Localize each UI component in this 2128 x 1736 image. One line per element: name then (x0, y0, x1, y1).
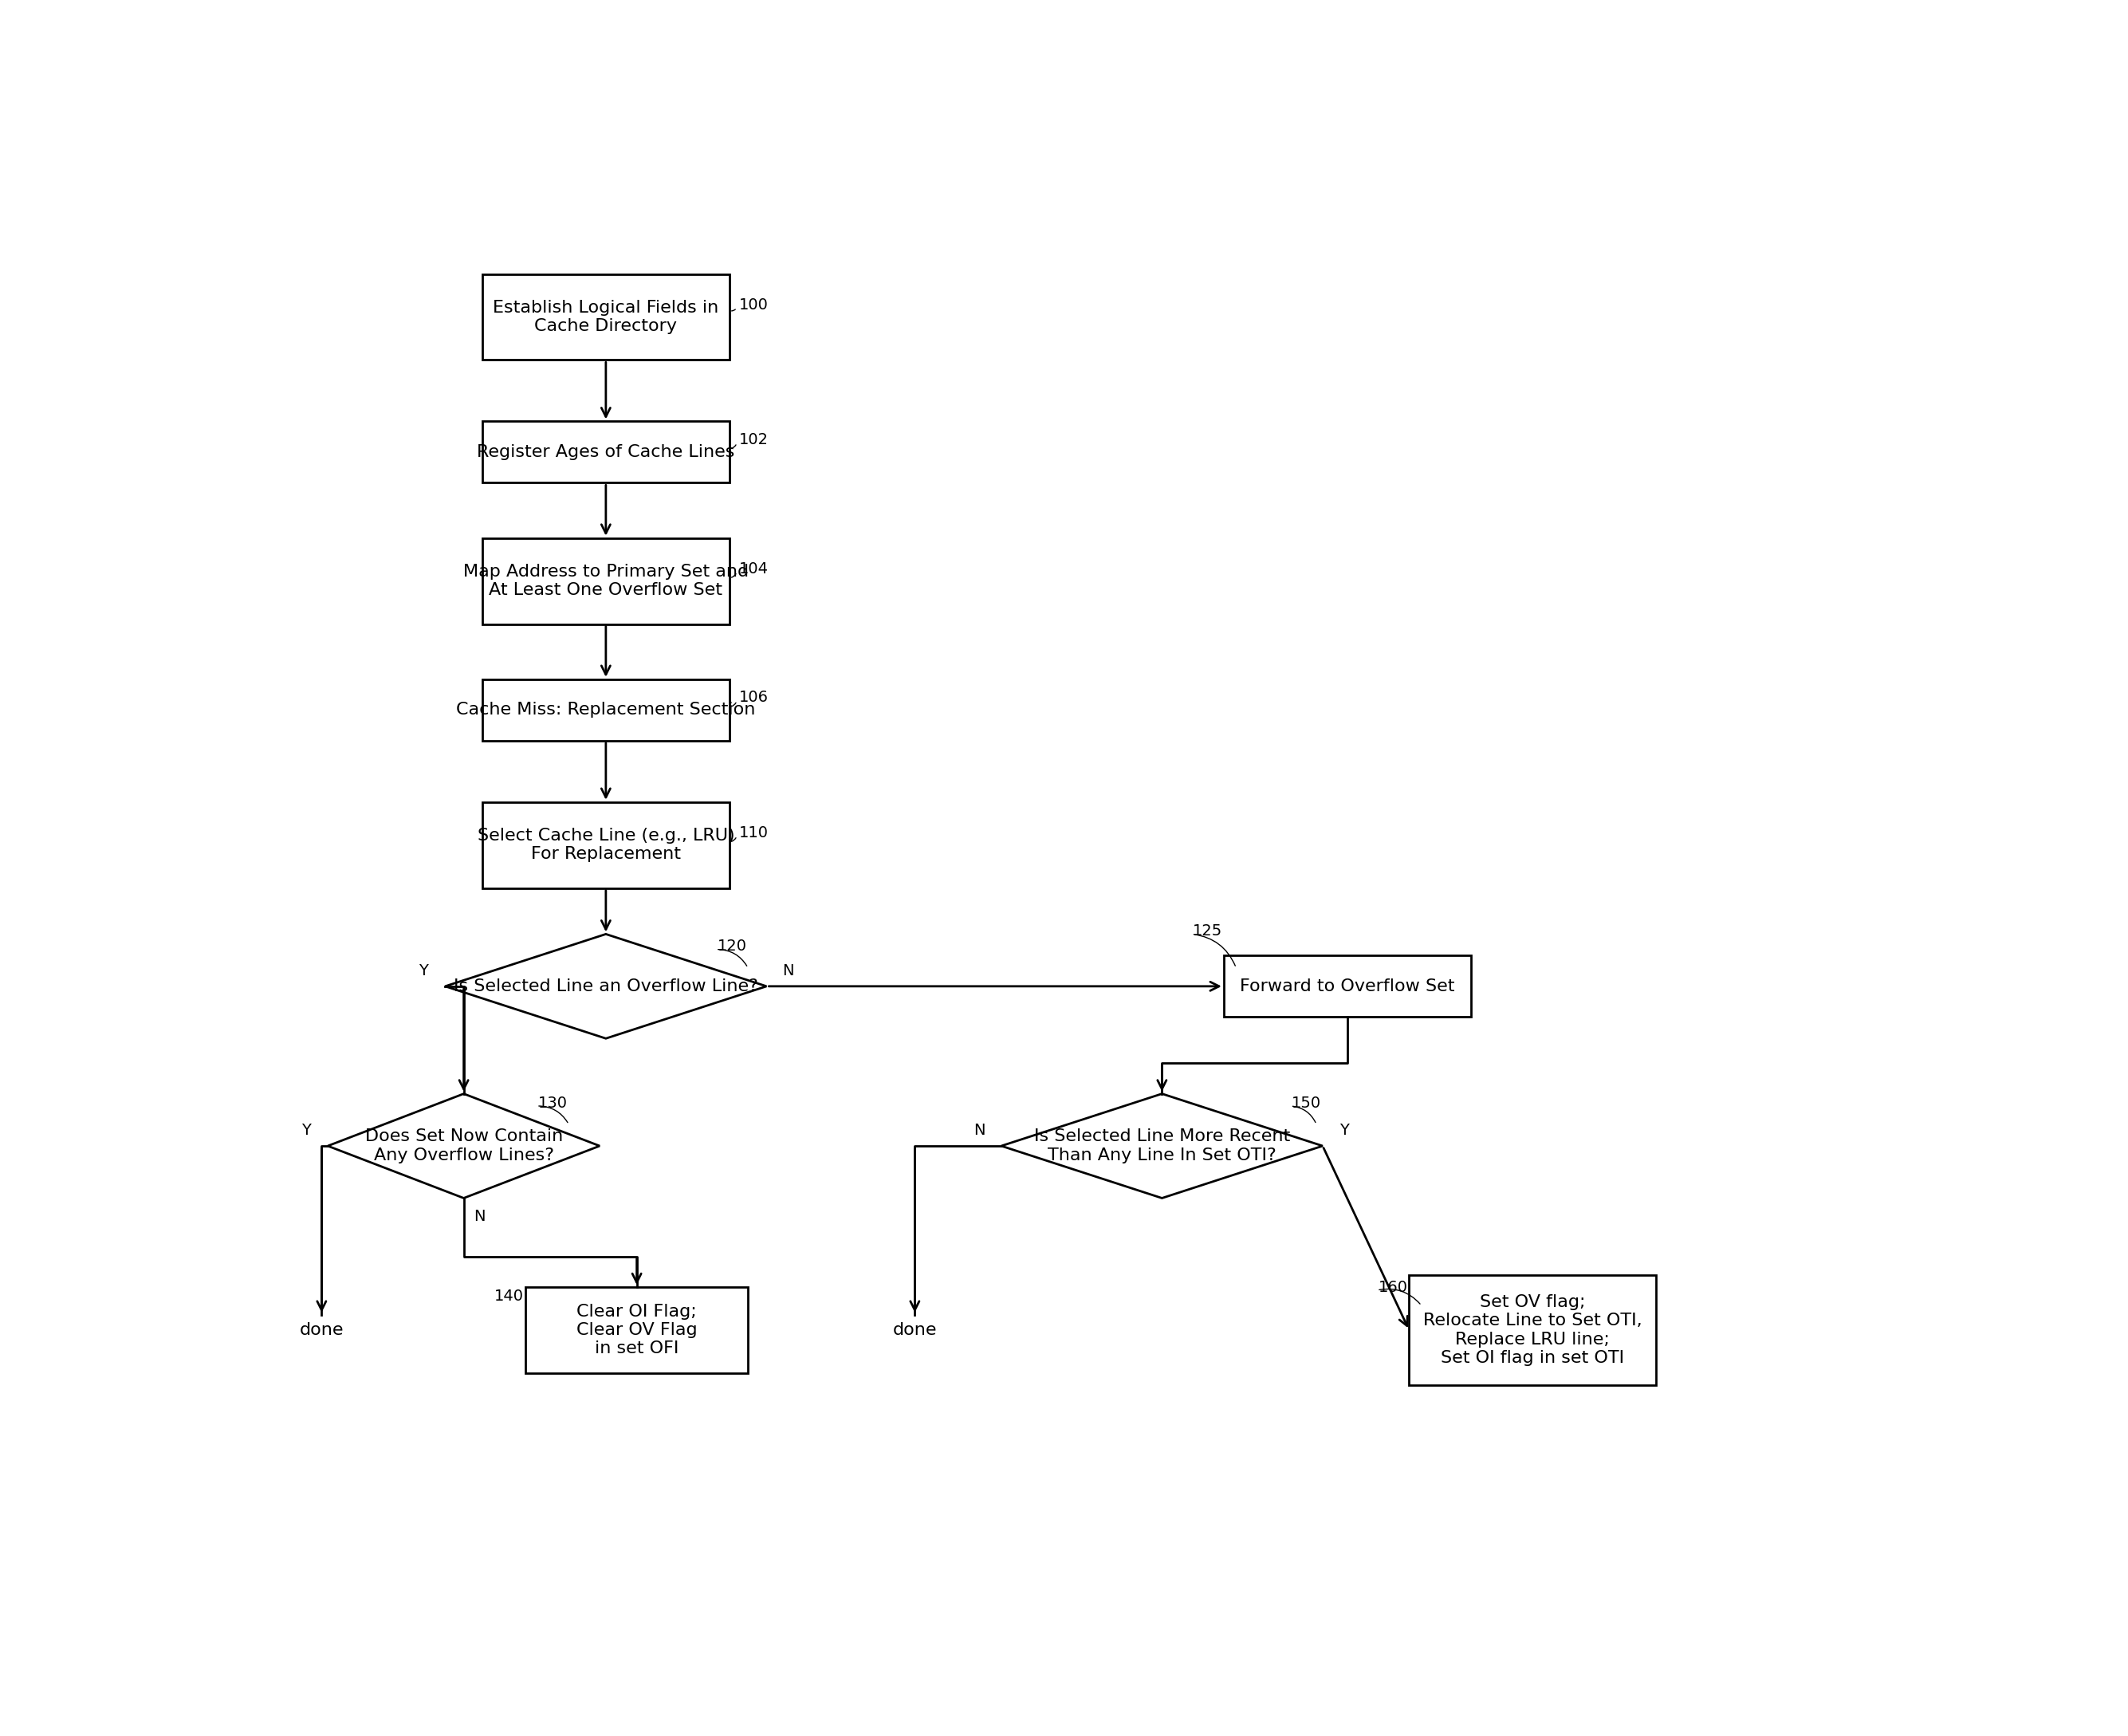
Text: 100: 100 (738, 297, 768, 312)
Text: 120: 120 (717, 939, 747, 955)
Text: 102: 102 (738, 432, 768, 448)
Bar (483, 538, 730, 623)
Text: Set OV flag;
Relocate Line to Set OTI,
Replace LRU line;
Set OI flag in set OTI: Set OV flag; Relocate Line to Set OTI, R… (1424, 1295, 1643, 1366)
Text: Y: Y (419, 963, 428, 979)
Text: done: done (892, 1323, 936, 1338)
Text: 160: 160 (1379, 1279, 1409, 1295)
Text: 106: 106 (738, 691, 768, 705)
Text: Forward to Overflow Set: Forward to Overflow Set (1241, 979, 1456, 995)
Text: Does Set Now Contain
Any Overflow Lines?: Does Set Now Contain Any Overflow Lines? (364, 1128, 562, 1163)
Polygon shape (328, 1094, 600, 1198)
Text: done: done (300, 1323, 345, 1338)
Text: 150: 150 (1292, 1095, 1321, 1111)
Text: Establish Logical Fields in
Cache Directory: Establish Logical Fields in Cache Direct… (494, 300, 719, 335)
Bar (526, 1286, 747, 1373)
Text: 130: 130 (538, 1095, 568, 1111)
Text: N: N (975, 1123, 985, 1139)
Text: Y: Y (302, 1123, 311, 1139)
Bar (483, 274, 730, 359)
Text: Is Selected Line More Recent
Than Any Line In Set OTI?: Is Selected Line More Recent Than Any Li… (1034, 1128, 1290, 1163)
Bar (483, 802, 730, 889)
Bar (483, 679, 730, 741)
Text: N: N (472, 1208, 485, 1224)
Text: Map Address to Primary Set and
At Least One Overflow Set: Map Address to Primary Set and At Least … (464, 564, 749, 599)
Text: Cache Miss: Replacement Section: Cache Miss: Replacement Section (455, 701, 755, 719)
Text: 110: 110 (738, 825, 768, 840)
Text: Clear OI Flag;
Clear OV Flag
in set OFI: Clear OI Flag; Clear OV Flag in set OFI (577, 1304, 698, 1356)
Text: Is Selected Line an Overflow Line?: Is Selected Line an Overflow Line? (453, 979, 758, 995)
Text: N: N (783, 963, 794, 979)
Text: 104: 104 (738, 561, 768, 576)
Text: 125: 125 (1194, 924, 1224, 939)
Bar (483, 422, 730, 483)
Text: 140: 140 (494, 1288, 523, 1304)
Polygon shape (445, 934, 766, 1038)
Bar (1224, 955, 1470, 1017)
Bar (1409, 1274, 1656, 1385)
Text: Register Ages of Cache Lines: Register Ages of Cache Lines (477, 444, 734, 460)
Text: Select Cache Line (e.g., LRU)
For Replacement: Select Cache Line (e.g., LRU) For Replac… (477, 828, 734, 863)
Polygon shape (1002, 1094, 1324, 1198)
Text: Y: Y (1339, 1123, 1349, 1139)
